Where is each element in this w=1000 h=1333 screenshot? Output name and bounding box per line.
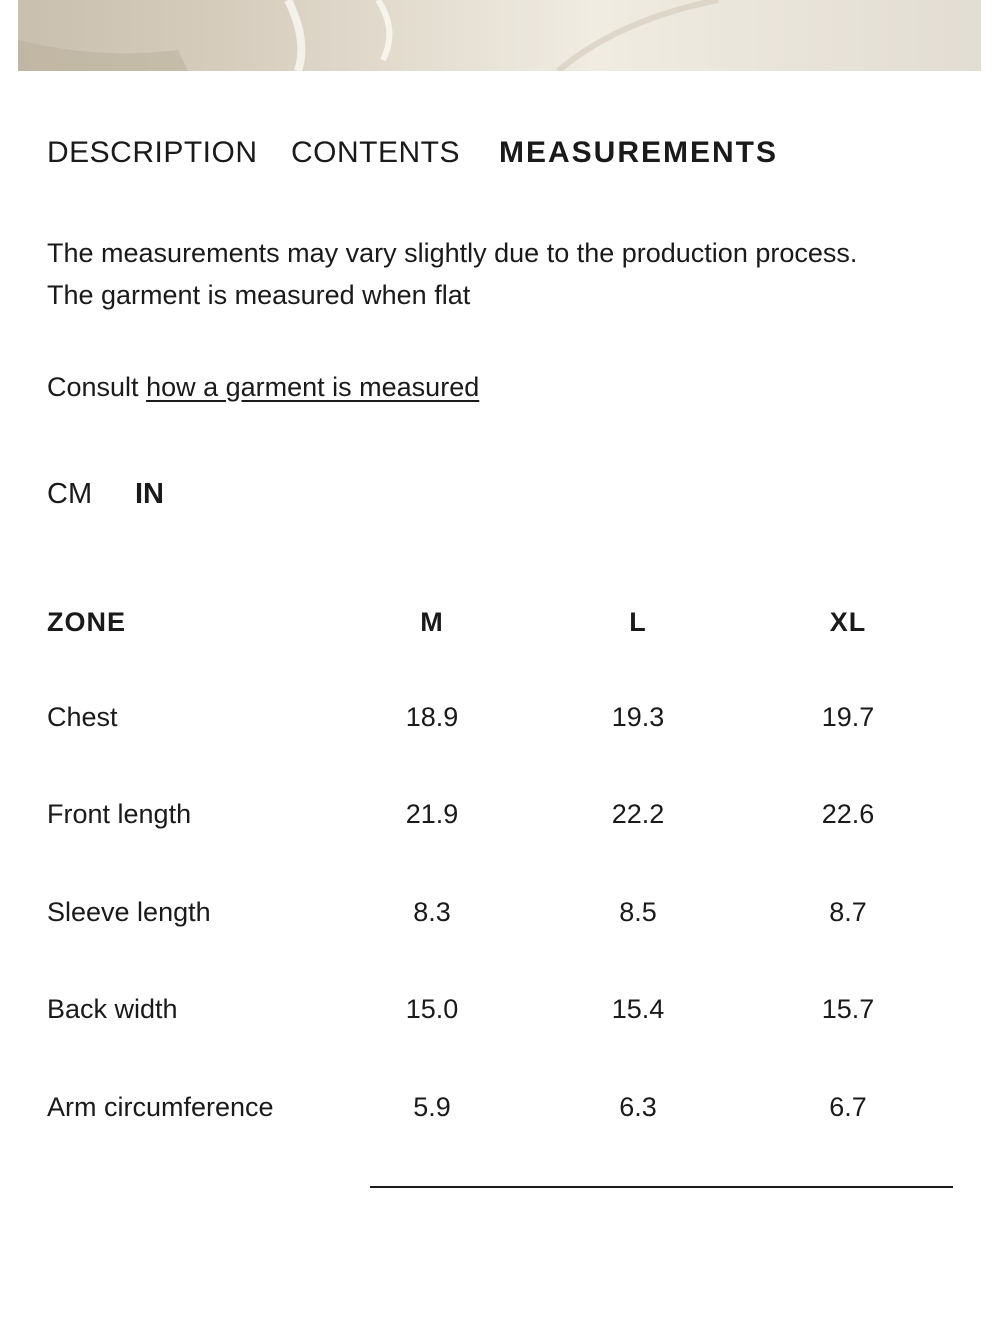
measurement: 6.7	[829, 1092, 867, 1122]
measurement: 8.3	[413, 897, 451, 927]
tab[interactable]: CONTENTS	[291, 136, 460, 169]
measurement: 15.4	[611, 994, 665, 1024]
measurement: 18.9	[405, 702, 459, 732]
column-header: XL	[829, 607, 867, 637]
zone-label: Back width	[47, 994, 178, 1024]
note-line: The garment is measured when flat	[47, 280, 471, 310]
measure-guide-link[interactable]: how a garment is measured	[146, 372, 480, 402]
consult: Consult how a garment is measured	[47, 372, 479, 403]
measurement: 8.7	[829, 897, 867, 927]
unit-option[interactable]: CM	[47, 478, 93, 510]
measurement: 15.7	[821, 994, 875, 1024]
measurement: 19.3	[611, 702, 665, 732]
column-header: ZONE	[47, 607, 127, 637]
photo-detail	[18, 0, 719, 71]
measurement: 15.0	[405, 994, 459, 1024]
measurement: 6.3	[619, 1092, 657, 1122]
note-line: The measurements may vary slightly due t…	[47, 238, 858, 268]
zone-label: Arm circumference	[47, 1092, 274, 1122]
product-photo	[18, 0, 981, 71]
column-header: M	[420, 607, 444, 637]
measurement: 8.5	[619, 897, 657, 927]
zone-label: Front length	[47, 799, 192, 829]
zone-label: Chest	[47, 702, 118, 732]
column-header: L	[629, 607, 647, 637]
measurement: 5.9	[413, 1092, 451, 1122]
tab[interactable]: MEASUREMENTS	[499, 136, 779, 169]
divider	[370, 1186, 953, 1188]
measurement: 21.9	[405, 799, 459, 829]
consult-prefix: Consult	[47, 372, 139, 402]
zone-label: Sleeve length	[47, 897, 211, 927]
unit-option[interactable]: IN	[135, 478, 164, 510]
tab[interactable]: DESCRIPTION	[47, 136, 258, 169]
measurement: 22.2	[611, 799, 665, 829]
measurement: 19.7	[821, 702, 875, 732]
measurement: 22.6	[821, 799, 875, 829]
